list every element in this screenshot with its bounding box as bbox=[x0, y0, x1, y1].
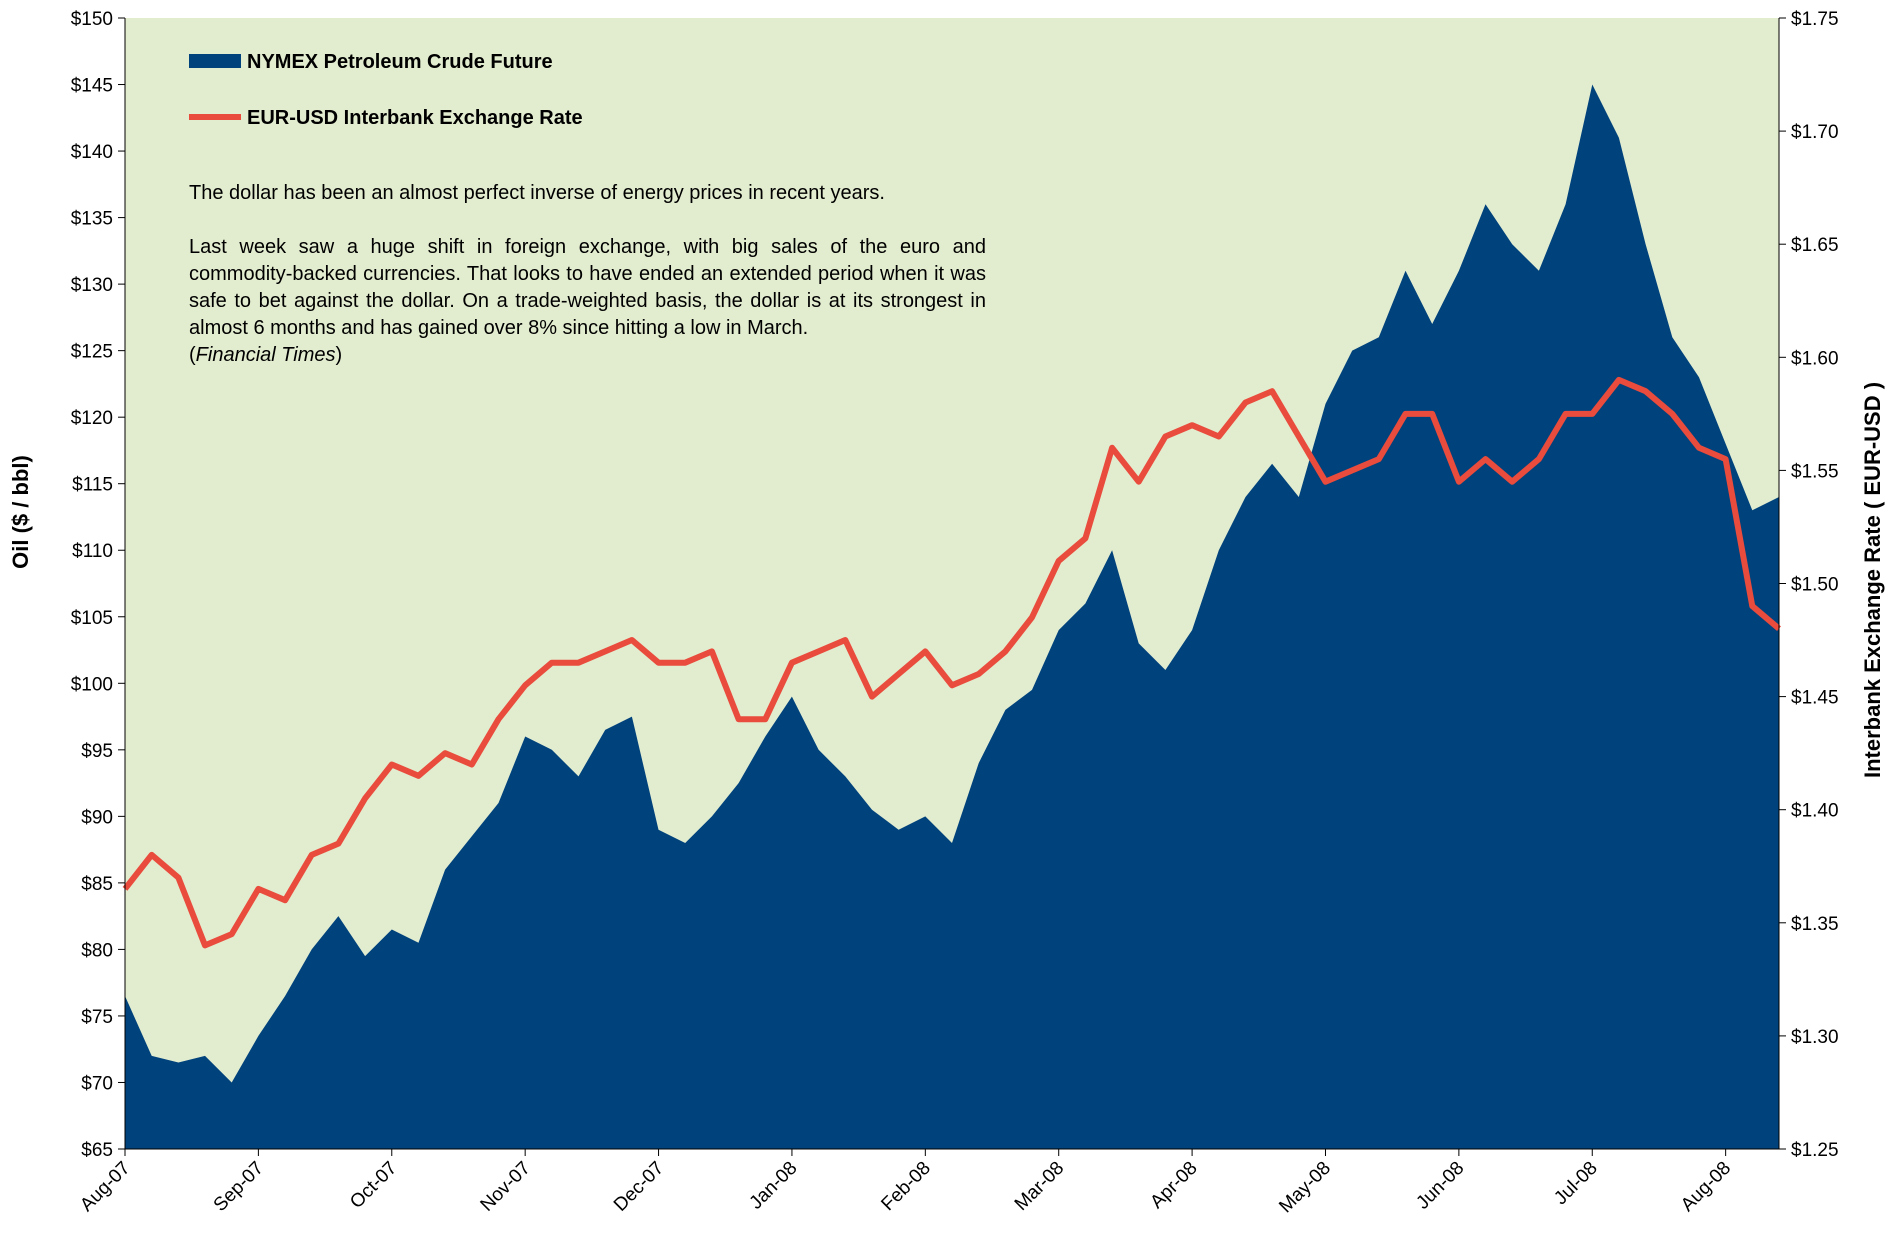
y-tick-label: $140 bbox=[71, 142, 113, 163]
y-tick-label: $95 bbox=[81, 741, 113, 762]
y2-tick-label: $1.35 bbox=[1791, 914, 1839, 935]
y2-axis-label: Interbank Exchange Rate ( EUR-USD ) bbox=[1860, 382, 1885, 778]
y-tick-label: $70 bbox=[81, 1073, 113, 1094]
note: The dollar has been an almost perfect in… bbox=[189, 182, 885, 204]
y-tick-label: $85 bbox=[81, 874, 113, 895]
y-tick-label: $135 bbox=[71, 209, 113, 230]
y-tick-label: $125 bbox=[71, 342, 113, 363]
y-tick-label: $90 bbox=[81, 807, 113, 828]
x-tick-label: May-08 bbox=[1275, 1158, 1335, 1218]
citation: Financial Times bbox=[195, 344, 336, 366]
y-tick-label: $120 bbox=[71, 408, 113, 429]
y-tick-label: $115 bbox=[72, 475, 113, 496]
x-tick-label: Jul-08 bbox=[1550, 1158, 1601, 1209]
y-tick-label: $75 bbox=[81, 1007, 113, 1028]
x-tick-label: Jun-08 bbox=[1412, 1158, 1468, 1214]
x-tick-label: Jan-08 bbox=[746, 1158, 802, 1214]
y2-tick-label: $1.55 bbox=[1791, 461, 1839, 482]
x-tick-label: Oct-07 bbox=[346, 1158, 401, 1213]
y2-tick-label: $1.60 bbox=[1791, 348, 1839, 369]
y2-tick-label: $1.45 bbox=[1791, 688, 1839, 709]
x-tick-label: Dec-07 bbox=[610, 1158, 668, 1216]
annotation: The dollar has been an almost perfect in… bbox=[189, 180, 986, 396]
legend-label: EUR-USD Interbank Exchange Rate bbox=[247, 107, 583, 129]
x-tick-label: Apr-08 bbox=[1146, 1158, 1201, 1213]
y2-tick-label: $1.40 bbox=[1791, 801, 1839, 822]
y-tick-label: $150 bbox=[71, 9, 113, 30]
y-tick-label: $100 bbox=[71, 674, 113, 695]
legend-swatch bbox=[189, 54, 241, 68]
citation: ) bbox=[335, 344, 343, 366]
y-axis-label: Oil ($ / bbl) bbox=[8, 455, 33, 569]
citation: ( bbox=[189, 344, 196, 366]
x-tick-label: Feb-08 bbox=[877, 1158, 934, 1215]
x-tick-label: Aug-08 bbox=[1677, 1158, 1735, 1216]
note: Last week saw a huge shift in foreign ex… bbox=[189, 234, 986, 369]
area bbox=[125, 84, 1779, 1149]
y2-tick-label: $1.70 bbox=[1791, 122, 1839, 143]
y-tick-label: $130 bbox=[71, 275, 113, 296]
y2-tick-label: $1.25 bbox=[1791, 1140, 1839, 1161]
x-tick-label: Sep-07 bbox=[210, 1158, 268, 1216]
y-tick-label: $65 bbox=[81, 1140, 113, 1161]
y2-tick-label: $1.75 bbox=[1791, 9, 1839, 30]
y2-tick-label: $1.30 bbox=[1791, 1027, 1839, 1048]
y-tick-label: $110 bbox=[72, 541, 113, 562]
y-tick-label: $145 bbox=[71, 76, 113, 97]
legend-label: NYMEX Petroleum Crude Future bbox=[247, 51, 553, 73]
note-text: Last week saw a huge shift in foreign ex… bbox=[189, 236, 986, 339]
y-tick-label: $80 bbox=[81, 940, 113, 961]
y-tick-label: $105 bbox=[71, 608, 113, 629]
x-tick-label: Nov-07 bbox=[477, 1158, 535, 1216]
x-tick-label: Aug-07 bbox=[76, 1158, 134, 1216]
line bbox=[122, 376, 1781, 949]
x-tick-label: Mar-08 bbox=[1011, 1158, 1068, 1215]
y2-tick-label: $1.50 bbox=[1791, 575, 1839, 596]
y2-tick-label: $1.65 bbox=[1791, 235, 1839, 256]
